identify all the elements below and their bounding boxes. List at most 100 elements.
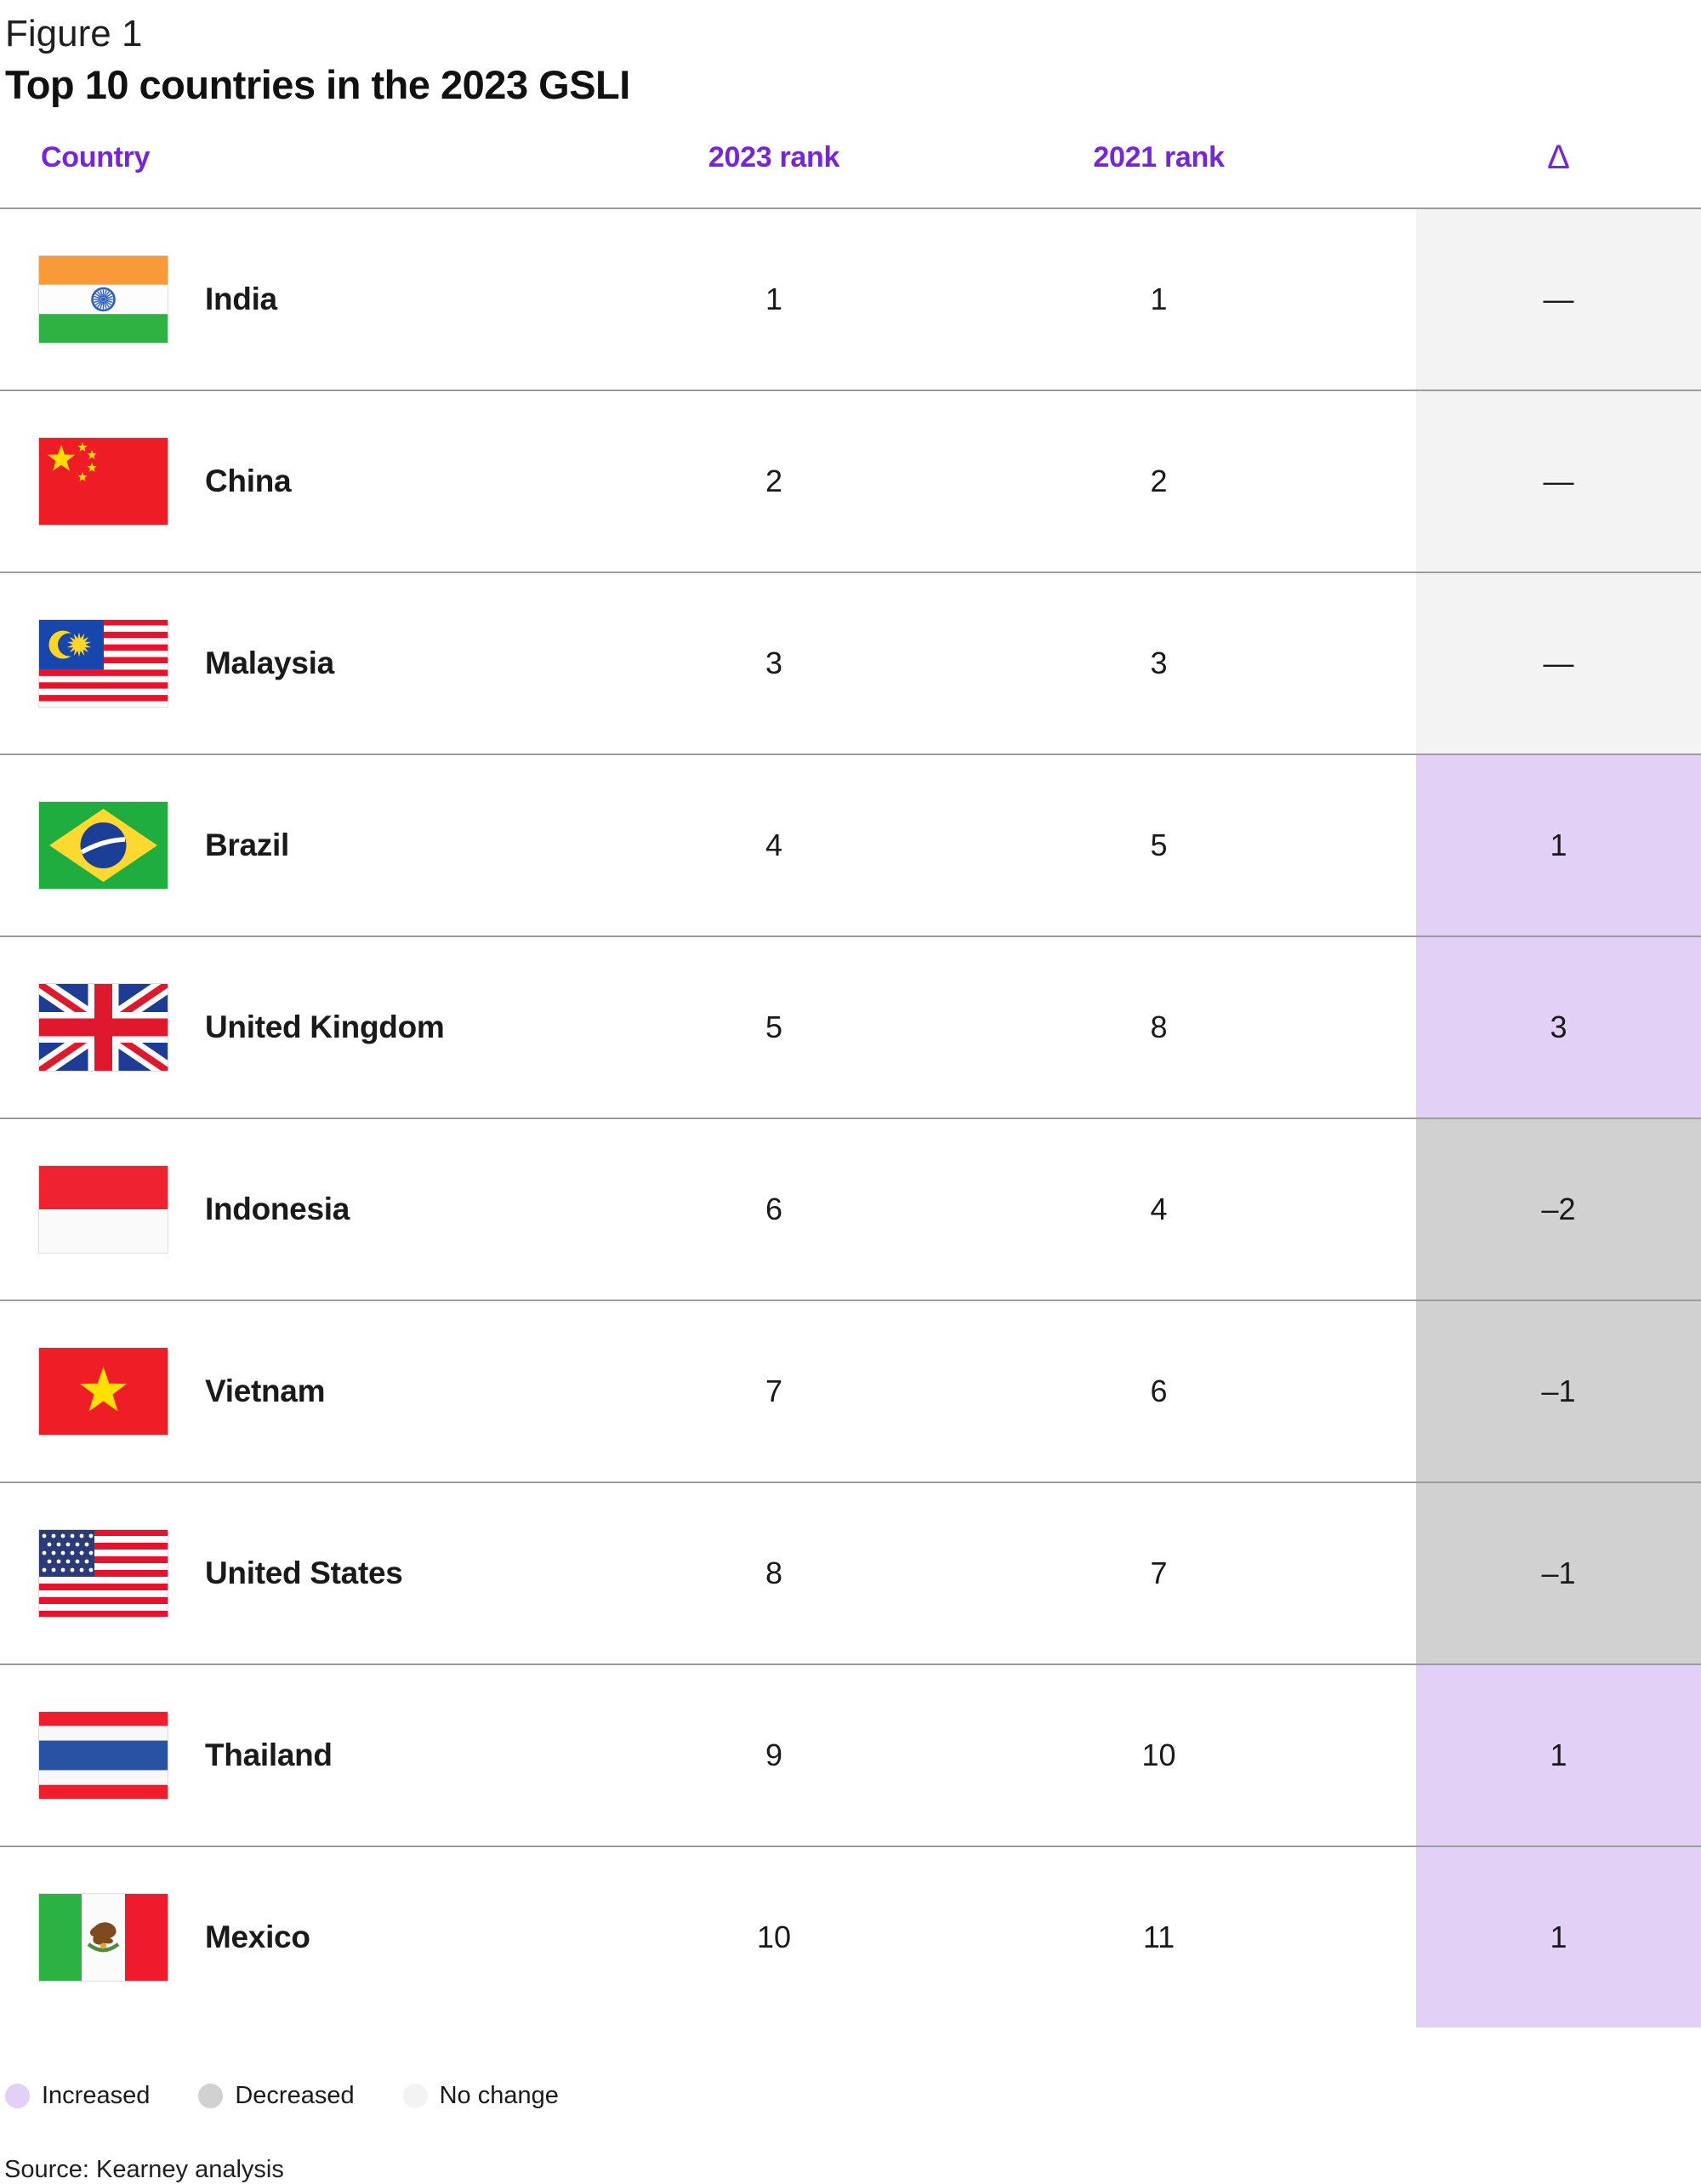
table-body: India 1 1 — China 2 2 — Malaysia 3 3 — xyxy=(0,208,1701,2028)
country-cell: China xyxy=(0,437,646,526)
country-name: Malaysia xyxy=(205,646,334,681)
column-header-2023-rank: 2023 rank xyxy=(708,140,840,173)
rank-2021-value: 3 xyxy=(1150,646,1168,681)
thailand-flag-icon xyxy=(38,1711,168,1800)
legend-dot-decreased xyxy=(198,2084,224,2109)
rank-2021-value: 11 xyxy=(1142,1920,1175,1955)
rank-2023-value: 5 xyxy=(765,1010,783,1045)
legend-item-decreased: Decreased xyxy=(198,2082,355,2110)
rank-2023-value: 1 xyxy=(765,282,783,317)
rank-2023-value: 6 xyxy=(765,1192,783,1227)
table-row-thailand: Thailand 9 10 1 xyxy=(0,1664,1701,1846)
table-row-malaysia: Malaysia 3 3 — xyxy=(0,572,1701,754)
delta-cell: 1 xyxy=(1416,755,1701,936)
delta-cell: –1 xyxy=(1416,1301,1701,1482)
table-row-china: China 2 2 — xyxy=(0,390,1701,572)
rank-2023-value: 4 xyxy=(765,828,783,863)
table-row-us: United States 8 7 –1 xyxy=(0,1482,1701,1664)
delta-value: 1 xyxy=(1550,828,1567,863)
country-cell: Vietnam xyxy=(0,1347,646,1436)
rank-2021-value: 4 xyxy=(1150,1192,1168,1227)
country-name: Thailand xyxy=(205,1738,333,1773)
rankings-table: Country 2023 rank 2021 rank Δ India 1 1 … xyxy=(0,107,1701,2028)
delta-value: 1 xyxy=(1550,1738,1567,1773)
rank-2021-value: 5 xyxy=(1150,828,1168,863)
delta-value: — xyxy=(1543,282,1574,317)
country-cell: Indonesia xyxy=(0,1165,646,1254)
indonesia-flag-icon xyxy=(38,1165,168,1254)
table-row-mexico: Mexico 10 11 1 xyxy=(0,1846,1701,2028)
us-flag-icon xyxy=(38,1529,168,1618)
legend-dot-no_change xyxy=(402,2084,428,2109)
delta-value: — xyxy=(1543,464,1574,499)
legend: Increased Decreased No change xyxy=(0,2082,1701,2110)
legend-label: No change xyxy=(439,2082,559,2110)
delta-value: 1 xyxy=(1550,1920,1567,1955)
china-flag-icon xyxy=(38,437,168,526)
country-name: Mexico xyxy=(205,1920,310,1955)
delta-cell: — xyxy=(1416,391,1701,572)
country-cell: Brazil xyxy=(0,801,646,890)
rank-2021-value: 8 xyxy=(1150,1010,1168,1045)
country-cell: United Kingdom xyxy=(0,983,646,1072)
rank-2023-value: 7 xyxy=(765,1374,783,1409)
delta-cell: 3 xyxy=(1416,937,1701,1118)
column-header-country: Country xyxy=(41,140,151,173)
country-name: Brazil xyxy=(205,828,289,863)
malaysia-flag-icon xyxy=(38,619,168,708)
delta-cell: — xyxy=(1416,573,1701,754)
legend-item-increased: Increased xyxy=(5,2082,150,2110)
country-cell: Mexico xyxy=(0,1893,646,1982)
country-name: United Kingdom xyxy=(205,1010,445,1045)
legend-label: Decreased xyxy=(235,2082,355,2110)
country-cell: India xyxy=(0,255,646,344)
table-row-india: India 1 1 — xyxy=(0,208,1701,390)
delta-value: 3 xyxy=(1550,1010,1567,1045)
figure-title: Top 10 countries in the 2023 GSLI xyxy=(5,62,630,108)
delta-cell: — xyxy=(1416,209,1701,390)
column-header-delta: Δ xyxy=(1547,138,1570,176)
rank-2021-value: 7 xyxy=(1150,1556,1168,1591)
figure-label: Figure 1 xyxy=(5,13,143,54)
legend-item-no_change: No change xyxy=(402,2082,559,2110)
delta-cell: –1 xyxy=(1416,1483,1701,1664)
delta-cell: 1 xyxy=(1416,1665,1701,1846)
table-row-brazil: Brazil 4 5 1 xyxy=(0,754,1701,936)
rank-2021-value: 2 xyxy=(1150,464,1168,499)
rank-2021-value: 10 xyxy=(1141,1738,1176,1773)
table-row-uk: United Kingdom 5 8 3 xyxy=(0,936,1701,1118)
country-name: Vietnam xyxy=(205,1374,326,1409)
rank-2023-value: 10 xyxy=(756,1920,792,1955)
delta-value: –2 xyxy=(1541,1192,1576,1227)
rank-2021-value: 6 xyxy=(1150,1374,1168,1409)
country-name: United States xyxy=(205,1556,403,1591)
delta-value: –1 xyxy=(1541,1374,1576,1409)
rank-2023-value: 8 xyxy=(765,1556,783,1591)
delta-value: –1 xyxy=(1541,1556,1576,1591)
delta-cell: 1 xyxy=(1416,1847,1701,2028)
rank-2023-value: 3 xyxy=(765,646,783,681)
table-row-vietnam: Vietnam 7 6 –1 xyxy=(0,1300,1701,1482)
country-cell: Malaysia xyxy=(0,619,646,708)
legend-dot-increased xyxy=(5,2084,30,2109)
delta-cell: –2 xyxy=(1416,1119,1701,1300)
country-name: Indonesia xyxy=(205,1192,350,1227)
source-note: Source: Kearney analysis xyxy=(4,2156,284,2184)
vietnam-flag-icon xyxy=(38,1347,168,1436)
table-header-row: Country 2023 rank 2021 rank Δ xyxy=(0,107,1701,208)
rank-2021-value: 1 xyxy=(1150,282,1168,317)
country-name: India xyxy=(205,282,277,317)
rank-2023-value: 9 xyxy=(765,1738,783,1773)
legend-label: Increased xyxy=(42,2082,151,2110)
uk-flag-icon xyxy=(38,983,168,1072)
mexico-flag-icon xyxy=(38,1893,168,1982)
table-row-indonesia: Indonesia 6 4 –2 xyxy=(0,1118,1701,1300)
india-flag-icon xyxy=(38,255,168,344)
brazil-flag-icon xyxy=(38,801,168,890)
country-name: China xyxy=(205,464,292,499)
country-cell: United States xyxy=(0,1529,646,1618)
country-cell: Thailand xyxy=(0,1711,646,1800)
rank-2023-value: 2 xyxy=(765,464,783,499)
column-header-2021-rank: 2021 rank xyxy=(1093,140,1225,173)
